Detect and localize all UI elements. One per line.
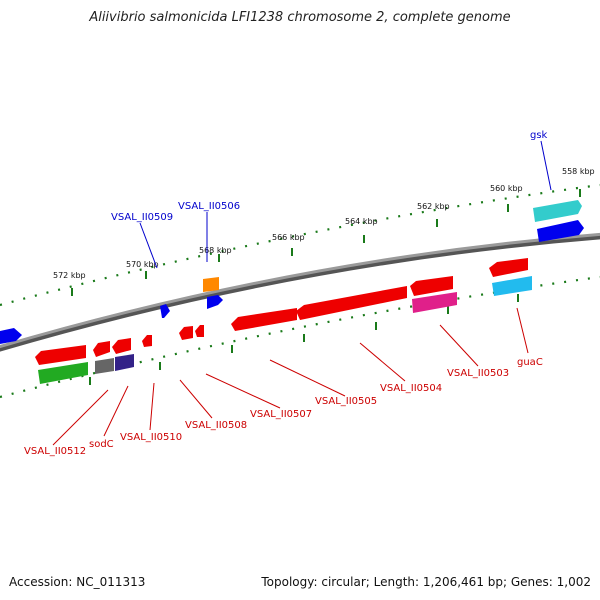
gene-sodc-gray[interactable] (95, 358, 114, 374)
map-title: Aliivibrio salmonicida LFI1238 chromosom… (89, 10, 511, 25)
gene-label[interactable]: VSAL_II0510 (120, 432, 182, 443)
kbp-label: 560 kbp (490, 184, 523, 193)
leader-lines (52, 140, 552, 446)
gene-vsal-ii0507[interactable] (195, 325, 204, 337)
gene-red-1[interactable] (112, 338, 131, 354)
gene-vsal-ii0512[interactable] (38, 362, 88, 384)
kbp-label: 566 kbp (272, 233, 305, 242)
gene-label[interactable]: VSAL_II0509 (111, 212, 173, 223)
outer-major-ticks (71, 189, 581, 296)
gene-vsal-ii0510[interactable] (142, 335, 152, 347)
kbp-label: 562 kbp (417, 202, 450, 211)
accession-text: Accession: NC_011313 (9, 575, 146, 589)
chromosome-backbone-shadow (0, 233, 600, 352)
gene-forward-blue-1[interactable] (537, 220, 584, 242)
gene-gsk-upper[interactable] (533, 200, 582, 222)
gene-vsal-ii0503-upper[interactable] (410, 276, 453, 296)
gene-label[interactable]: VSAL_II0505 (315, 396, 377, 407)
reverse-genes (35, 258, 532, 384)
chromosome-backbone (0, 232, 600, 349)
gene-label[interactable]: VSAL_II0508 (185, 420, 247, 431)
gene-sodc-indigo[interactable] (115, 354, 134, 371)
inner-major-ticks (89, 294, 519, 385)
kbp-label: 558 kbp (562, 167, 595, 176)
gene-label[interactable]: VSAL_II0507 (250, 409, 312, 420)
gene-label[interactable]: VSAL_II0503 (447, 368, 509, 379)
gene-label[interactable]: VSAL_II0504 (380, 383, 442, 394)
gene-label[interactable]: guaC (517, 357, 543, 368)
kbp-label: 564 kbp (345, 217, 378, 226)
gene-red-2[interactable] (93, 341, 110, 357)
gene-guac-upper[interactable] (489, 258, 528, 277)
genome-summary-text: Topology: circular; Length: 1,206,461 bp… (261, 575, 591, 589)
forward-genes (0, 200, 584, 344)
gene-forward-blue-3[interactable] (160, 304, 170, 318)
gene-vsal-ii0505[interactable] (231, 308, 297, 331)
gene-label[interactable]: gsk (530, 130, 548, 141)
gene-forward-blue-left[interactable] (0, 328, 22, 344)
kbp-label: 572 kbp (53, 271, 86, 280)
gene-label[interactable]: sodC (89, 439, 114, 450)
gene-vsal-ii0504[interactable] (296, 286, 407, 320)
gene-vsal-ii0503[interactable] (412, 292, 457, 313)
gene-forward-orange[interactable] (203, 277, 219, 292)
gene-guac[interactable] (492, 276, 532, 296)
gene-red-3[interactable] (35, 345, 86, 365)
gene-vsal-ii0508[interactable] (179, 326, 193, 340)
gene-label[interactable]: VSAL_II0512 (24, 446, 86, 457)
kbp-label: 568 kbp (199, 246, 232, 255)
gene-forward-blue-2[interactable] (207, 295, 223, 309)
gene-label[interactable]: VSAL_II0506 (178, 201, 240, 212)
kbp-label: 570 kbp (126, 260, 159, 269)
